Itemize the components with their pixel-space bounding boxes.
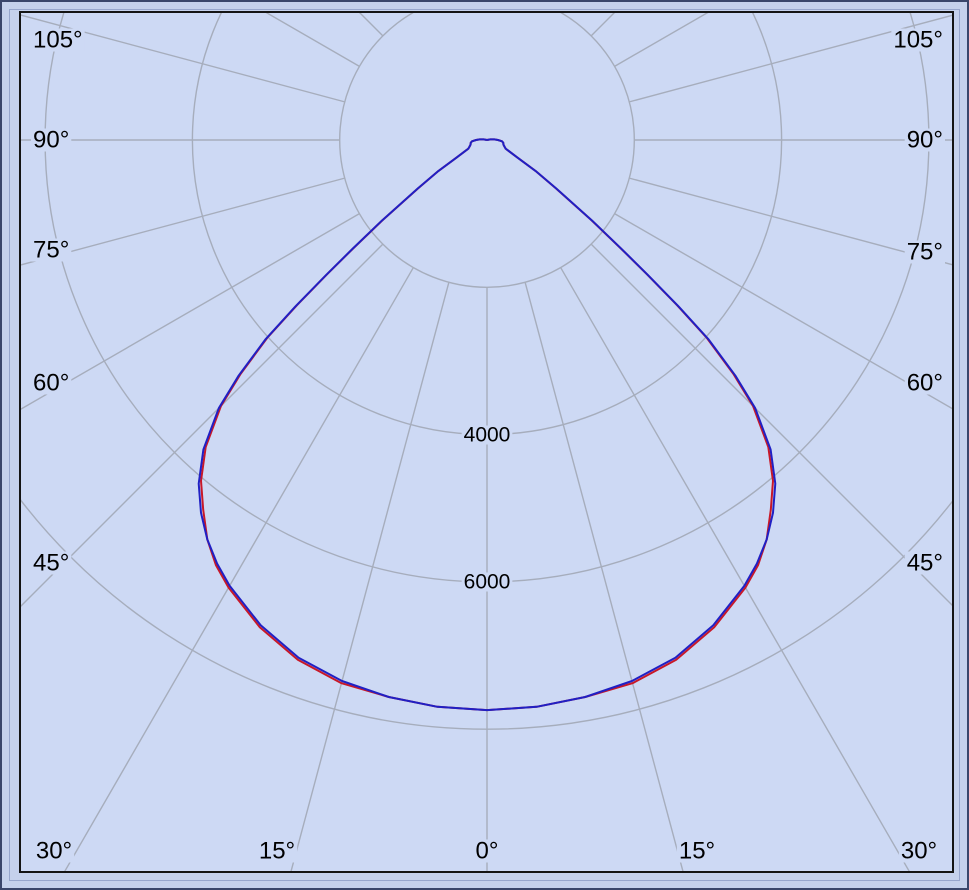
- radial-grid-line-30: [560, 267, 910, 871]
- grid-circle-2000: [339, 13, 635, 288]
- angle-label-left-75-backing: [31, 238, 72, 262]
- angle-label-left-90: 90°: [33, 127, 69, 154]
- angle-label-right-75-backing: [904, 240, 945, 264]
- radial-grid-line-75: [629, 177, 952, 266]
- angle-label-left-105: 105°: [33, 27, 83, 54]
- angle-label-left-75: 75°: [33, 237, 69, 264]
- grid-circle-8000: [21, 499, 952, 730]
- angle-label-left-60: 60°: [33, 370, 69, 397]
- intensity-curves: [197, 138, 777, 712]
- angle-label-right-60: 60°: [907, 370, 943, 397]
- angle-label-bottom-30-backing: [33, 839, 75, 863]
- intensity-label-6000: 6000: [464, 571, 511, 594]
- angle-label-bottom-0: 0°: [476, 838, 499, 865]
- radial-grid-line-255: [21, 14, 345, 103]
- angle-label-bottom-15-backing: [676, 839, 718, 863]
- radial-grid-line-105: [629, 14, 952, 103]
- radial-grid-line-60: [614, 213, 952, 410]
- radial-grid-line-315: [21, 243, 384, 607]
- angle-label-bottom-30: 30°: [36, 838, 72, 865]
- radial-grid-line-45: [590, 243, 952, 606]
- angle-label-bottom-15-backing: [256, 839, 298, 863]
- radial-grid-line-15: [524, 282, 684, 871]
- radial-grid-line-345: [290, 282, 450, 871]
- angle-label-right-105-backing: [891, 28, 945, 52]
- intensity-label-6000-backing: [461, 572, 513, 592]
- angle-label-left-105-backing: [31, 28, 85, 52]
- angle-label-left-60-backing: [31, 371, 72, 395]
- intensity-label-4000-backing: [461, 425, 513, 445]
- intensity-label-4000: 4000: [464, 424, 511, 447]
- angle-label-right-60-backing: [904, 371, 945, 395]
- window-groove-border: [9, 9, 960, 881]
- angle-label-right-45-backing: [904, 551, 945, 575]
- angle-label-left-45: 45°: [33, 550, 69, 577]
- angle-label-right-90-backing: [904, 128, 945, 152]
- angle-label-right-105: 105°: [893, 27, 943, 54]
- curve-c90-c270: [197, 138, 777, 712]
- radial-grid-line-330: [64, 267, 414, 871]
- radial-grid-line-285: [21, 177, 345, 266]
- angle-label-left-45-backing: [31, 551, 72, 575]
- angle-label-bottom-0-backing: [473, 839, 501, 863]
- angle-label-right-45: 45°: [907, 550, 943, 577]
- angle-label-bottom-15: 15°: [259, 838, 295, 865]
- radial-grid-line-300: [21, 213, 360, 410]
- angle-label-right-75: 75°: [907, 239, 943, 266]
- angle-label-bottom-30-backing: [898, 839, 940, 863]
- angle-label-left-90-backing: [31, 128, 72, 152]
- angle-label-bottom-15: 15°: [679, 838, 715, 865]
- angle-label-right-90: 90°: [907, 127, 943, 154]
- angle-label-bottom-30: 30°: [901, 838, 937, 865]
